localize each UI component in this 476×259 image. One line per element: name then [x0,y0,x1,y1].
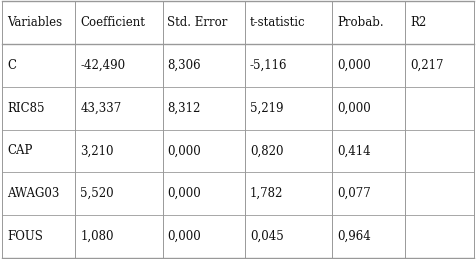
Text: FOUS: FOUS [7,230,43,243]
Text: Variables: Variables [7,16,62,29]
Text: C: C [7,59,16,72]
Text: 5,520: 5,520 [80,187,114,200]
Text: 0,045: 0,045 [250,230,284,243]
Text: 0,000: 0,000 [168,144,201,157]
Text: Std. Error: Std. Error [168,16,228,29]
Text: 5,219: 5,219 [250,102,283,115]
Text: 1,782: 1,782 [250,187,283,200]
Text: 0,217: 0,217 [410,59,444,72]
Text: 0,000: 0,000 [168,187,201,200]
Text: 3,210: 3,210 [80,144,114,157]
Text: 0,000: 0,000 [337,102,371,115]
Text: 1,080: 1,080 [80,230,114,243]
Text: -5,116: -5,116 [250,59,288,72]
Text: 43,337: 43,337 [80,102,121,115]
Text: 0,077: 0,077 [337,187,371,200]
Text: -42,490: -42,490 [80,59,125,72]
Text: 0,000: 0,000 [337,59,371,72]
Text: 0,964: 0,964 [337,230,371,243]
Text: Probab.: Probab. [337,16,384,29]
Text: R2: R2 [410,16,426,29]
Text: RIC85: RIC85 [7,102,45,115]
Text: Coefficient: Coefficient [80,16,145,29]
Text: 0,000: 0,000 [168,230,201,243]
Text: 8,306: 8,306 [168,59,201,72]
Text: 0,820: 0,820 [250,144,283,157]
Text: t-statistic: t-statistic [250,16,306,29]
Text: AWAG03: AWAG03 [7,187,60,200]
Text: CAP: CAP [7,144,32,157]
Text: 0,414: 0,414 [337,144,371,157]
Text: 8,312: 8,312 [168,102,201,115]
